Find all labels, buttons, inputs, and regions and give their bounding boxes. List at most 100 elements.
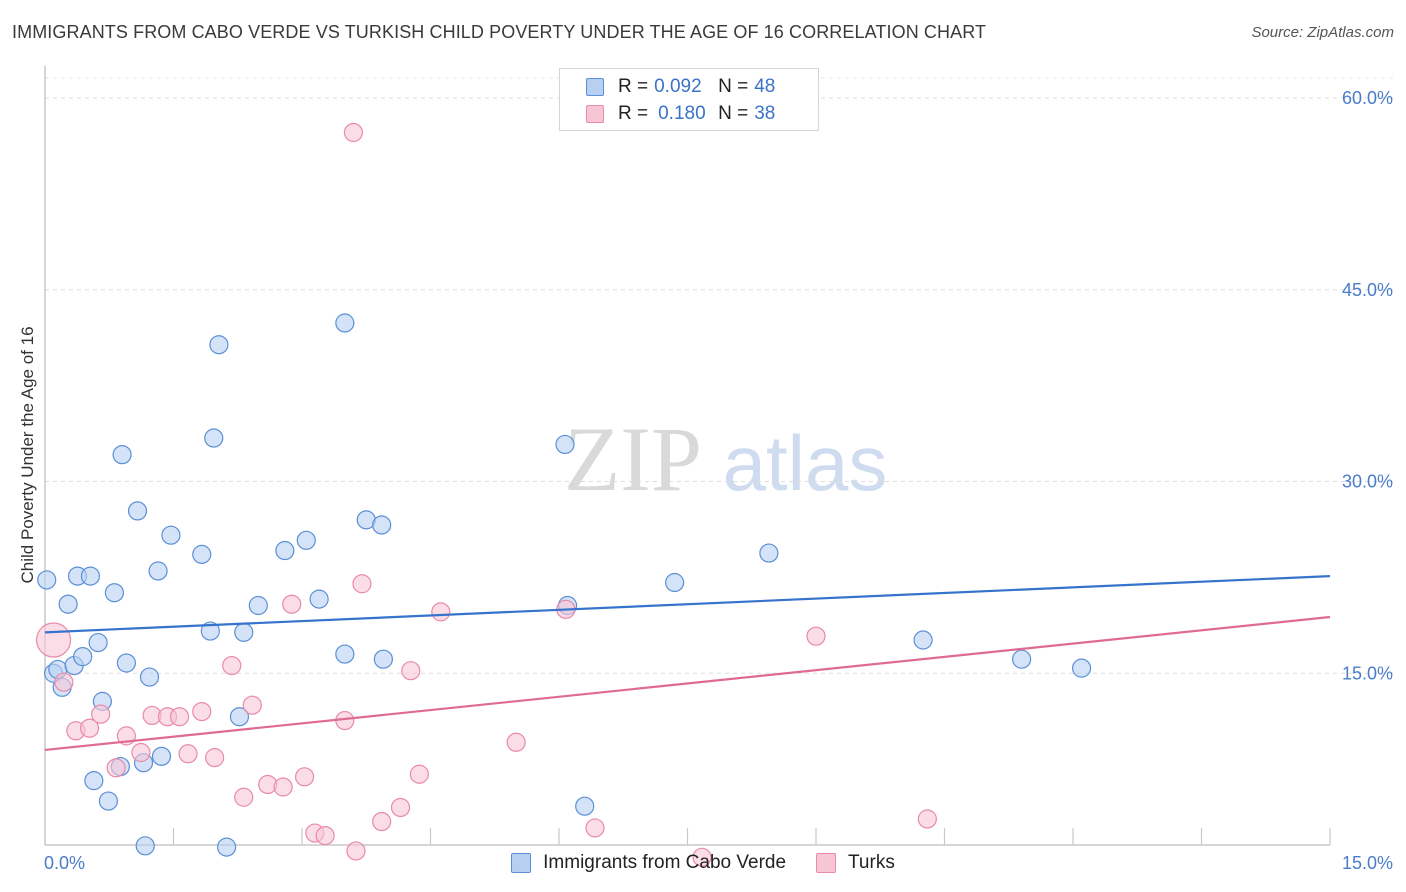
- stats-legend: R = 0.092 N = 48 R = 0.180 N = 38: [559, 68, 819, 131]
- trend-lines: [44, 574, 1331, 752]
- y-tick-label: 45.0%: [1342, 280, 1393, 300]
- turks-point: [91, 704, 111, 724]
- cabo-verde-point: [1071, 658, 1092, 678]
- cabo-verde-point: [1011, 649, 1032, 669]
- cabo-verde-point: [229, 707, 250, 727]
- n-label: N =: [718, 76, 749, 97]
- cabo-verde-point: [665, 572, 685, 593]
- turks-point: [346, 841, 366, 861]
- blue-swatch-icon: [586, 78, 604, 96]
- legend-label: Turks: [848, 852, 895, 873]
- y-tick-label: 30.0%: [1342, 472, 1393, 492]
- cabo-verde-point: [148, 561, 168, 581]
- cabo-verde-point: [73, 647, 93, 667]
- turks-point: [585, 818, 605, 838]
- watermark: ZIP atlas: [564, 408, 887, 510]
- cabo-verde-point: [104, 583, 124, 603]
- r-label: R =: [618, 76, 649, 97]
- series-legend: Immigrants from Cabo Verde Turks: [0, 852, 1406, 874]
- cabo-verde-point: [98, 791, 118, 811]
- turks-point: [242, 695, 262, 715]
- cabo-verde-point: [759, 543, 779, 563]
- cabo-verde-point: [209, 335, 229, 355]
- turks-point: [315, 825, 335, 846]
- r-label: R =: [618, 103, 649, 124]
- y-tick-label: 60.0%: [1342, 88, 1393, 108]
- cabo-verde-point: [80, 566, 101, 586]
- turks-point: [431, 602, 451, 622]
- cabo-verde-point: [296, 530, 316, 550]
- cabo-verde-point: [161, 525, 181, 545]
- legend-row-cabo-verde: R = 0.092 N = 48: [586, 74, 775, 100]
- cabo-verde-point: [248, 595, 268, 616]
- turks-point: [282, 594, 302, 614]
- watermark-atlas: atlas: [723, 419, 888, 507]
- turks-point: [205, 748, 225, 768]
- turks-point: [294, 767, 315, 787]
- turks-point: [192, 701, 212, 722]
- cabo-verde-point: [88, 632, 108, 653]
- turks-point: [409, 764, 429, 784]
- axes: [44, 66, 1331, 846]
- turks-point: [352, 574, 372, 594]
- legend-item-turks: Turks: [816, 852, 895, 874]
- cabo-verde-point: [275, 540, 295, 561]
- turks-point: [343, 122, 363, 143]
- y-axis-label: Child Poverty Under the Age of 16: [18, 326, 37, 584]
- legend-label: Immigrants from Cabo Verde: [543, 852, 787, 873]
- cabo-verde-point: [139, 667, 160, 687]
- cabo-verde-point: [135, 836, 155, 856]
- cabo-verde-point: [373, 649, 393, 669]
- cabo-verde-point: [372, 515, 392, 535]
- turks-point: [234, 787, 254, 807]
- cabo-verde-point: [58, 594, 78, 614]
- cabo-verde-point: [127, 501, 148, 521]
- n-label: N =: [718, 103, 749, 124]
- turks-trend-line: [44, 615, 1331, 752]
- cabo-verde-point: [555, 434, 575, 455]
- cabo-verde-point: [309, 589, 329, 609]
- tick-labels: 15.0% 30.0% 45.0% 60.0% 0.0% 15.0%: [44, 88, 1393, 873]
- cabo-verde-point: [335, 313, 355, 333]
- n-value: 38: [754, 103, 776, 124]
- turks-point: [506, 732, 526, 752]
- blue-swatch-icon: [511, 853, 532, 873]
- turks-point: [79, 718, 100, 738]
- cabo-verde-point: [151, 746, 172, 766]
- turks-point: [222, 655, 242, 676]
- pink-swatch-icon: [586, 105, 604, 123]
- grid-lines: [45, 77, 1395, 674]
- legend-item-cabo-verde: Immigrants from Cabo Verde: [511, 852, 786, 874]
- pink-swatch-icon: [816, 853, 837, 873]
- turks-point: [401, 661, 421, 681]
- cabo-verde-point: [116, 653, 136, 673]
- x-tick-label: 15.0%: [1342, 853, 1393, 873]
- turks-point: [106, 758, 126, 778]
- cabo-verde-trend-line: [44, 574, 1331, 634]
- cabo-verde-point: [913, 630, 933, 650]
- watermark-zip: ZIP: [564, 408, 702, 510]
- n-value: 48: [754, 76, 776, 97]
- turks-point: [54, 672, 74, 692]
- turks-point: [390, 797, 411, 818]
- cabo-verde-point: [37, 570, 57, 590]
- cabo-verde-point: [217, 837, 237, 857]
- cabo-verde-point: [204, 428, 224, 448]
- y-tick-label: 15.0%: [1342, 663, 1393, 683]
- cabo-verde-point: [234, 622, 254, 642]
- turks-point: [917, 809, 937, 829]
- data-points: [35, 122, 1092, 867]
- turks-point: [372, 811, 392, 832]
- source-label: Source: ZipAtlas.com: [1251, 24, 1394, 41]
- cabo-verde-point: [112, 445, 132, 465]
- turks-point: [692, 847, 712, 867]
- turks-point: [131, 742, 151, 763]
- turks-point: [806, 626, 826, 646]
- r-value: 0.180: [658, 103, 706, 124]
- cabo-verde-point: [84, 771, 104, 791]
- r-value: 0.092: [654, 76, 702, 97]
- turks-point: [169, 707, 190, 727]
- legend-row-turks: R = 0.180 N = 38: [586, 101, 775, 127]
- cabo-verde-point: [200, 621, 220, 641]
